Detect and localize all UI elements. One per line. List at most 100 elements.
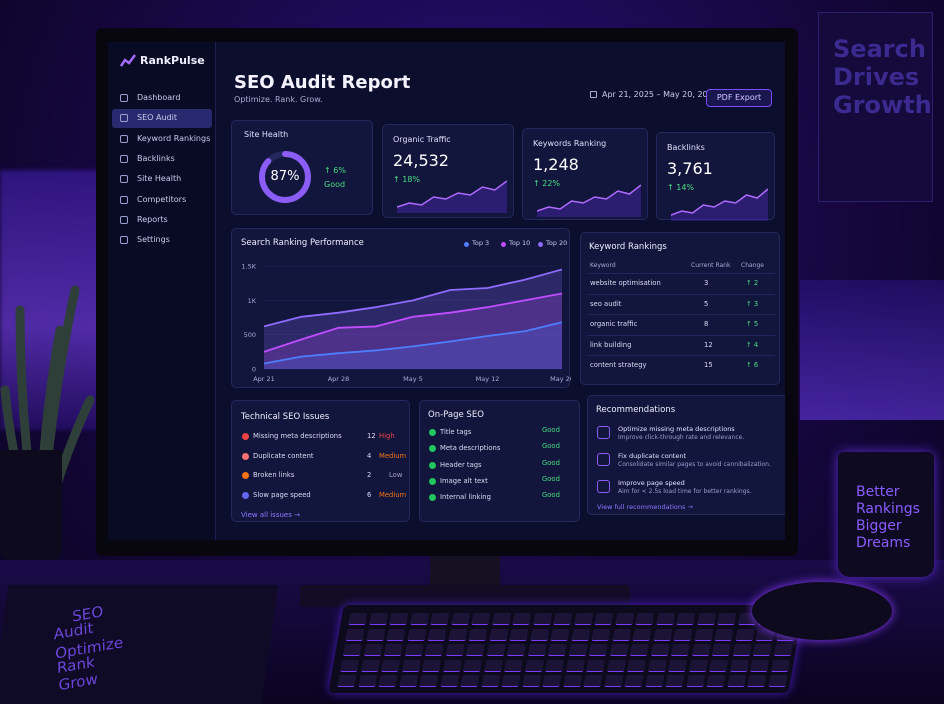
key: [442, 659, 462, 672]
row-divider: [587, 334, 775, 336]
shelf-glow: [800, 280, 944, 420]
key: [747, 675, 767, 687]
column-header: Current Rank: [691, 262, 731, 269]
key: [427, 628, 447, 641]
nav-item[interactable]: Settings: [112, 231, 212, 250]
key: [573, 613, 593, 625]
series-line: [263, 292, 563, 353]
series-area: [264, 293, 562, 369]
legend-label: Top 20: [546, 239, 568, 247]
legend-dot: [501, 242, 506, 247]
issue-name: Missing meta descriptions: [253, 432, 342, 440]
page-title: SEO Audit Report: [234, 72, 411, 93]
y-tick-label: 0: [252, 366, 256, 374]
key: [709, 659, 729, 672]
check-name: Header tags: [440, 460, 482, 469]
x-tick-label: May 20: [550, 375, 571, 383]
sparkline-line: [537, 184, 641, 212]
sparkline: [537, 184, 641, 217]
x-tick-label: Apr 21: [253, 375, 275, 383]
key: [386, 628, 406, 641]
nav-item[interactable]: Dashboard: [112, 89, 212, 108]
key: [512, 613, 532, 625]
key: [447, 628, 468, 641]
key: [665, 675, 685, 687]
key: [647, 659, 667, 672]
legend-dot: [464, 242, 469, 247]
monitor-base: [300, 585, 630, 607]
table-cell: 5: [704, 299, 709, 308]
key: [468, 628, 488, 641]
sparkline: [671, 188, 768, 221]
nav-item[interactable]: Site Health: [112, 170, 212, 189]
date-range: Apr 21, 2025 – May 20, 2025: [602, 90, 718, 99]
kpi-value: 1,248: [533, 155, 579, 174]
onpage-card: On-Page SEO Title tags Good Meta descriptio…: [419, 400, 580, 522]
key: [486, 644, 506, 656]
key: [445, 644, 465, 656]
key: [463, 659, 483, 672]
key: [365, 628, 386, 641]
key: [644, 675, 664, 687]
check-icon: [429, 429, 436, 436]
key: [752, 644, 772, 656]
key: [570, 628, 591, 641]
logo-icon: [120, 54, 136, 67]
key: [398, 675, 418, 687]
table-cell: ↑ 6: [746, 361, 759, 369]
key: [609, 644, 629, 656]
key: [491, 613, 511, 625]
table-cell: ↑ 2: [746, 279, 759, 287]
key: [603, 675, 623, 687]
poster-text: Growth: [833, 91, 932, 119]
view-link[interactable]: View all issues →: [241, 511, 300, 519]
issue-name: Slow page speed: [253, 490, 311, 499]
row-divider: [587, 314, 775, 315]
kpi-card: Organic Traffic 24,532 ↑ 18%: [382, 124, 514, 218]
view-link[interactable]: View full recommendations →: [597, 503, 693, 511]
nav-item[interactable]: Competitors: [112, 191, 212, 210]
nav-item[interactable]: SEO Audit: [112, 109, 212, 129]
key: [527, 644, 547, 656]
issue-count: 12: [367, 432, 376, 440]
key: [773, 644, 793, 656]
key: [360, 659, 380, 672]
nav-item[interactable]: Keyword Rankings: [112, 130, 212, 149]
nav-item[interactable]: Reports: [112, 211, 212, 230]
key: [650, 644, 670, 656]
key: [389, 613, 409, 625]
sparkline-line: [671, 188, 768, 216]
key: [450, 613, 470, 625]
table-cell: ↑ 3: [746, 299, 759, 308]
rec-detail: Aim for < 2.5s load time for better rank…: [618, 488, 752, 495]
date-icon: [590, 91, 597, 98]
key: [381, 659, 401, 672]
mug-text: Dreams: [856, 535, 911, 551]
key: [547, 644, 567, 656]
check-icon: [429, 494, 436, 502]
logo-mark: [120, 54, 136, 67]
issue-count: 2: [367, 471, 372, 479]
key: [439, 675, 459, 687]
y-tick-label: 1K: [248, 297, 257, 305]
check-status: Good: [542, 442, 560, 451]
check-name: Image alt text: [440, 476, 488, 485]
sparkline-area: [671, 189, 768, 221]
nav-label: Settings: [137, 235, 170, 245]
nav-label: Site Health: [137, 174, 182, 184]
nav-icon: [120, 236, 128, 245]
key: [471, 613, 491, 625]
export-button[interactable]: PDF Export: [706, 89, 772, 107]
poster: Search Drives Growth: [818, 12, 933, 202]
kpi-title: Backlinks: [667, 143, 705, 152]
check-status: Good: [542, 491, 560, 500]
key: [363, 644, 383, 656]
nav-item[interactable]: Backlinks: [112, 150, 212, 169]
key: [480, 675, 500, 687]
status-dot: [242, 491, 249, 499]
sidebar: RankPulse Dashboard SEO Audit Keyword Ranki…: [108, 42, 216, 540]
key: [611, 628, 632, 641]
key: [401, 659, 421, 672]
donut-label: 87%: [270, 169, 300, 184]
nav-icon: [120, 94, 128, 102]
